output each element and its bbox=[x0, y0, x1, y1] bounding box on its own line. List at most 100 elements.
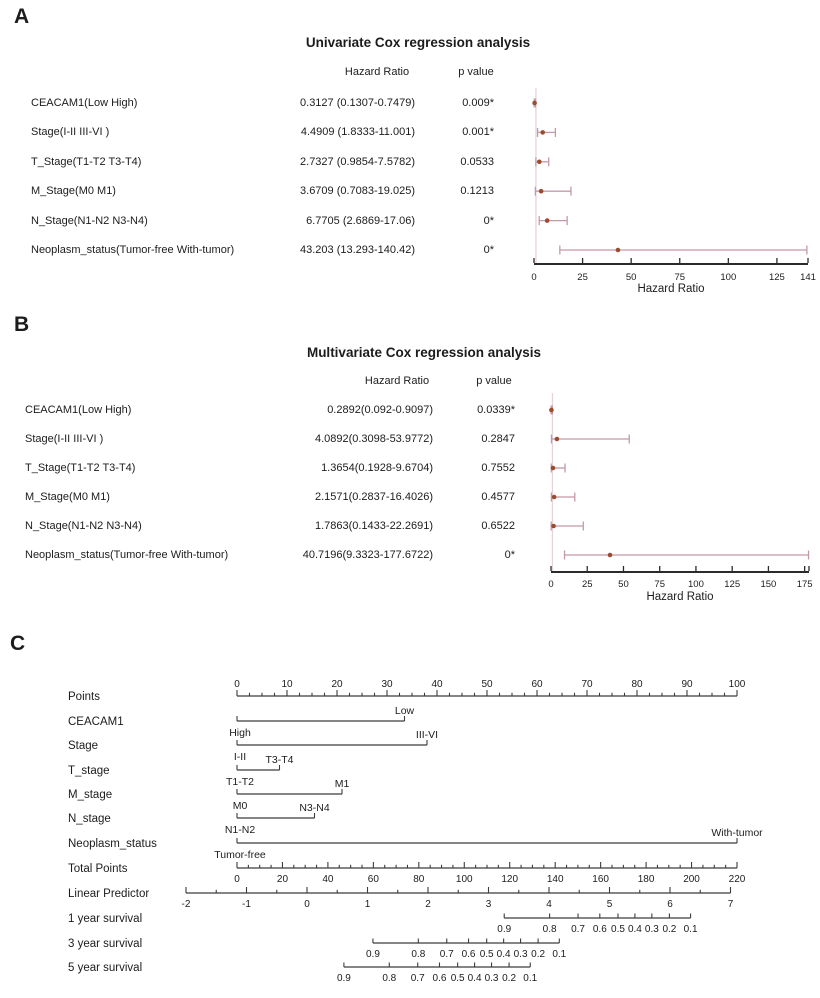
hr-point bbox=[551, 494, 557, 500]
hazard-ratio-text: 2.1571(0.2837-16.4026) bbox=[314, 491, 433, 503]
panel-b-xaxis-title: Hazard Ratio bbox=[646, 591, 714, 603]
cox-row-label: Stage(I-II III-VI ) bbox=[25, 433, 104, 445]
cox-row-label: N_Stage(N1-N2 N3-N4) bbox=[31, 214, 148, 227]
category-left-label: I-II bbox=[234, 751, 246, 763]
hr-point bbox=[607, 552, 613, 558]
cox-row-label: M_Stage(M0 M1) bbox=[31, 185, 116, 198]
hr-point bbox=[550, 465, 556, 471]
hazard-ratio-text: 4.0892(0.3098-53.9772) bbox=[314, 433, 433, 445]
x-axis-tick-label: 50 bbox=[626, 272, 637, 283]
hazard-ratio-text: 3.6709 (0.7083-19.025) bbox=[300, 185, 415, 198]
panel-a-col-hazard-ratio: Hazard Ratio bbox=[344, 66, 410, 78]
nomogram-row-label: Stage bbox=[68, 740, 98, 752]
scale-tick-label: 20 bbox=[277, 874, 289, 885]
p-value-text: 0* bbox=[483, 214, 494, 227]
nomogram-row-label: M_stage bbox=[68, 789, 112, 801]
scale-tick-label: 0 bbox=[304, 899, 310, 910]
cox-row-label: Neoplasm_status(Tumor-free With-tumor) bbox=[25, 549, 229, 561]
p-value-text: 0.009* bbox=[462, 97, 494, 109]
scale-tick-label: 90 bbox=[681, 679, 693, 690]
p-value-text: 0.4577 bbox=[481, 491, 515, 503]
x-axis-tick-label: 125 bbox=[724, 579, 740, 590]
scale-tick-label: 100 bbox=[456, 874, 473, 885]
x-axis-tick-label: 100 bbox=[720, 272, 736, 283]
hazard-ratio-text: 0.2892(0.092-0.9097) bbox=[327, 404, 433, 416]
panel-a-label: A bbox=[14, 5, 30, 28]
survival-tick-label: 0.4 bbox=[497, 949, 511, 960]
scale-tick-label: 80 bbox=[413, 874, 425, 885]
survival-tick-label: 0.1 bbox=[523, 973, 537, 984]
survival-tick-label: 0.3 bbox=[514, 949, 528, 960]
scale-tick-label: 100 bbox=[729, 679, 746, 690]
panel-b-title: Multivariate Cox regression analysis bbox=[306, 345, 542, 360]
cox-row-label: T_Stage(T1-T2 T3-T4) bbox=[31, 155, 142, 168]
hazard-ratio-text: 2.7327 (0.9854-7.5782) bbox=[300, 155, 415, 168]
scale-tick-label: 30 bbox=[381, 679, 393, 690]
nomogram-row-label: Points bbox=[68, 691, 100, 703]
p-value-text: 0.001* bbox=[462, 126, 494, 139]
survival-tick-label: 0.3 bbox=[485, 973, 499, 984]
cox-row-label: Neoplasm_status(Tumor-free With-tumor) bbox=[31, 244, 235, 256]
hazard-ratio-text: 0.3127 (0.1307-0.7479) bbox=[300, 97, 415, 109]
panel-a-col-p-value: p value bbox=[458, 66, 494, 78]
survival-tick-label: 0.5 bbox=[611, 924, 625, 935]
cox-row-label: N_Stage(N1-N2 N3-N4) bbox=[25, 520, 142, 532]
x-axis-tick-label: 125 bbox=[769, 272, 785, 283]
x-axis-tick-label: 0 bbox=[548, 579, 553, 590]
survival-tick-label: 0.9 bbox=[497, 924, 511, 935]
survival-tick-label: 0.4 bbox=[628, 924, 642, 935]
x-axis-tick-label: 25 bbox=[582, 579, 593, 590]
survival-tick-label: 0.5 bbox=[480, 949, 494, 960]
nomogram-row-label: T_stage bbox=[68, 765, 110, 777]
nomogram-row-label: 3 year survival bbox=[68, 938, 142, 950]
x-axis-tick-label: 0 bbox=[531, 272, 536, 283]
scale-tick-label: 60 bbox=[368, 874, 380, 885]
scale-tick-label: 160 bbox=[592, 874, 609, 885]
cox-row-label: M_Stage(M0 M1) bbox=[25, 491, 110, 503]
scale-tick-label: 60 bbox=[531, 679, 543, 690]
hazard-ratio-text: 40.7196(9.3323-177.6722) bbox=[302, 549, 433, 561]
panel-a-xaxis-title: Hazard Ratio bbox=[637, 283, 705, 295]
survival-tick-label: 0.8 bbox=[382, 973, 396, 984]
scale-tick-label: 0 bbox=[234, 874, 240, 885]
cox-row-label: CEACAM1(Low High) bbox=[25, 404, 132, 416]
cox-row-label: T_Stage(T1-T2 T3-T4) bbox=[25, 462, 136, 474]
category-left-label: T1-T2 bbox=[226, 776, 254, 788]
survival-tick-label: 0.2 bbox=[662, 924, 676, 935]
scale-tick-label: 40 bbox=[431, 679, 443, 690]
scale-tick-label: 1 bbox=[365, 899, 371, 910]
cox-row-label: CEACAM1(Low High) bbox=[31, 97, 138, 109]
survival-tick-label: 0.6 bbox=[462, 949, 476, 960]
p-value-text: 0* bbox=[504, 549, 515, 561]
hr-point bbox=[540, 130, 546, 135]
x-axis-tick-label: 100 bbox=[688, 579, 704, 590]
category-left-label: Tumor-free bbox=[214, 849, 266, 861]
hazard-ratio-text: 1.3654(0.1928-9.6704) bbox=[321, 462, 433, 474]
scale-tick-label: 0 bbox=[234, 679, 240, 690]
survival-tick-label: 0.9 bbox=[337, 973, 351, 984]
category-right-label: Low bbox=[395, 705, 415, 717]
hr-point bbox=[538, 188, 544, 194]
nomogram-row-label: Total Points bbox=[68, 863, 128, 875]
survival-tick-label: 0.2 bbox=[531, 949, 545, 960]
p-value-text: 0.7552 bbox=[481, 462, 515, 474]
nomogram-row-label: CEACAM1 bbox=[68, 716, 124, 728]
x-axis-tick-label: 25 bbox=[577, 272, 588, 283]
category-left-label: N1-N2 bbox=[225, 824, 256, 836]
nomogram-row-label: Linear Predictor bbox=[68, 888, 149, 900]
p-value-text: 0.2847 bbox=[481, 433, 515, 445]
survival-tick-label: 0.1 bbox=[684, 924, 698, 935]
nomogram-row-label: 1 year survival bbox=[68, 913, 142, 925]
hazard-ratio-text: 1.7863(0.1433-22.2691) bbox=[314, 520, 433, 532]
scale-tick-label: 180 bbox=[638, 874, 655, 885]
panel-b-label: B bbox=[14, 313, 30, 336]
panel-c-label: C bbox=[10, 632, 26, 655]
hr-point bbox=[537, 159, 542, 165]
cox-row-label: Stage(I-II III-VI ) bbox=[31, 126, 110, 139]
nomogram-row-label: 5 year survival bbox=[68, 962, 142, 974]
survival-tick-label: 0.8 bbox=[543, 924, 557, 935]
category-right-label: III-VI bbox=[416, 729, 438, 741]
survival-tick-label: 0.5 bbox=[451, 973, 465, 984]
hr-point bbox=[615, 247, 621, 253]
